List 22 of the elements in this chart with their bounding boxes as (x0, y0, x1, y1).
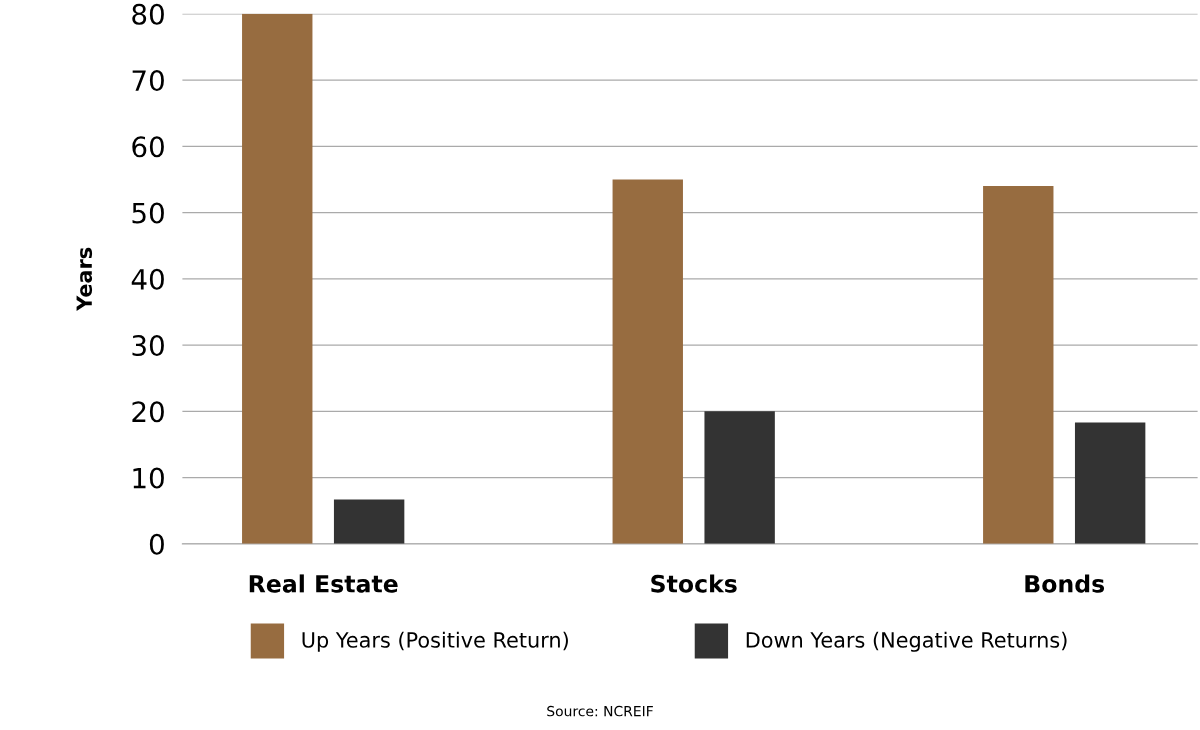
bar (704, 411, 775, 544)
y-tick-label: 0 (149, 533, 164, 555)
y-tick-label: 10 (133, 467, 164, 489)
y-tick-label: 50 (132, 202, 164, 224)
legend-label: Down Years (Negative Returns) (746, 631, 1067, 652)
source-note: Source: NCREIF (547, 705, 653, 717)
y-tick-label: 60 (132, 136, 164, 158)
bar (983, 186, 1054, 544)
legend-label: Up Years (Positive Return) (302, 631, 568, 652)
y-axis-title: Years (76, 247, 93, 312)
bar (1074, 422, 1146, 544)
y-tick-label: 20 (132, 401, 164, 423)
x-tick-label: Stocks (651, 574, 737, 593)
y-tick-label: 40 (131, 268, 164, 290)
bar (333, 499, 405, 544)
bar (242, 13, 313, 544)
x-tick-label: Bonds (1025, 574, 1105, 593)
y-tick-label: 70 (132, 70, 164, 92)
y-tick-label: 30 (132, 335, 164, 357)
y-tick-label: 80 (132, 3, 164, 25)
bar (612, 179, 683, 544)
x-tick-label: Real Estate (249, 574, 398, 593)
